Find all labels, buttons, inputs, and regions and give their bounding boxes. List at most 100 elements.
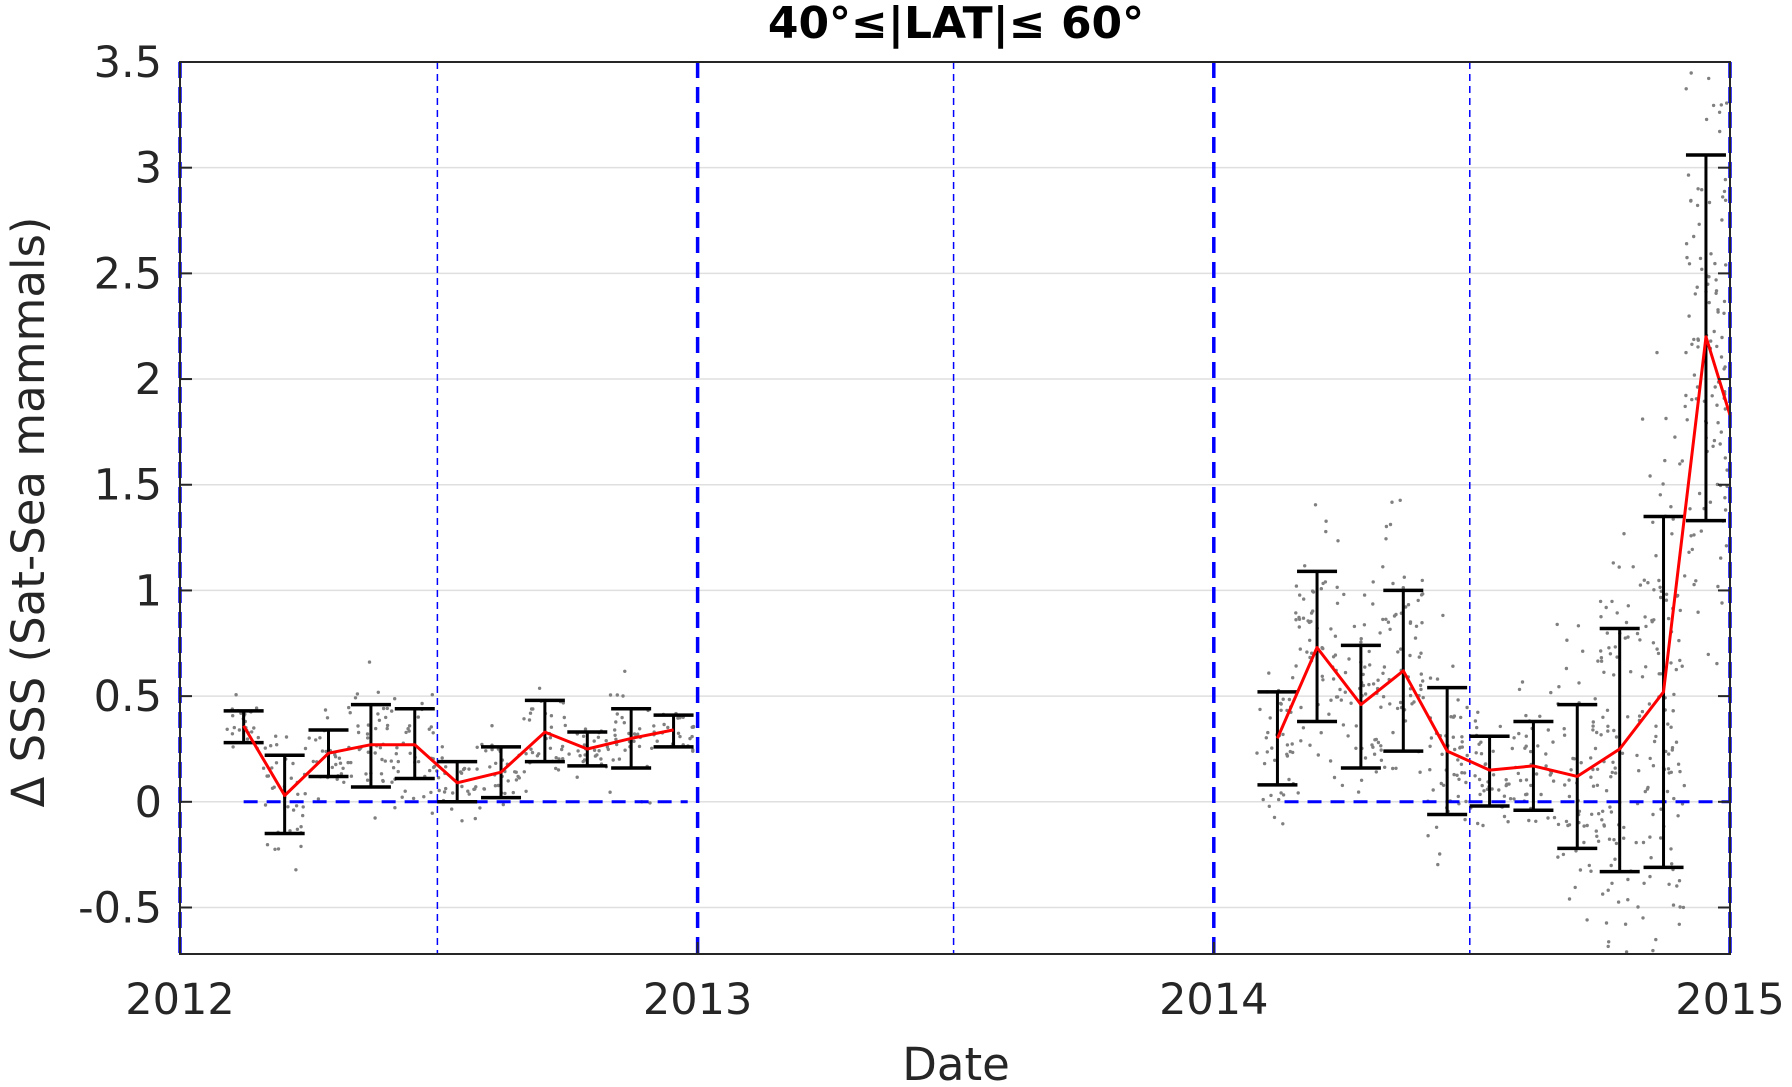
- plot-frame: [179, 61, 1731, 955]
- scatter-point: [385, 723, 390, 728]
- scatter-point: [1381, 695, 1386, 699]
- scatter-point: [1321, 678, 1325, 682]
- scatter-point: [1562, 727, 1566, 731]
- scatter-point: [1474, 751, 1478, 755]
- scatter-point: [1371, 602, 1375, 606]
- scatter-point: [1670, 748, 1675, 752]
- scatter-point: [356, 724, 360, 728]
- scatter-point: [252, 726, 256, 730]
- scatter-point: [396, 769, 400, 774]
- scatter-point: [1518, 778, 1523, 783]
- scatter-point: [1324, 519, 1328, 523]
- scatter-point: [1301, 616, 1306, 620]
- scatter-point: [1338, 687, 1342, 692]
- scatter-point: [1363, 665, 1367, 669]
- scatter-point: [1343, 690, 1348, 694]
- scatter-point: [1591, 728, 1595, 732]
- scatter-point: [1616, 900, 1621, 904]
- scatter-point: [1719, 556, 1723, 560]
- scatter-point: [488, 765, 492, 769]
- scatter-point: [1613, 771, 1618, 775]
- x-tick-label: 2015: [1675, 975, 1784, 1025]
- scatter-point: [1678, 769, 1682, 774]
- scatter-point: [475, 767, 479, 771]
- error-bars: [223, 153, 1726, 874]
- scatter-point: [1724, 544, 1729, 548]
- scatter-point: [1394, 766, 1398, 770]
- scatter-point: [1687, 550, 1691, 554]
- mean-line: [1276, 335, 1732, 778]
- scatter-point: [1579, 761, 1583, 765]
- scatter-point: [1644, 624, 1648, 629]
- scatter-point: [1712, 438, 1717, 443]
- scatter-point: [1420, 578, 1425, 583]
- scatter-point: [1719, 355, 1724, 359]
- scatter-point: [431, 731, 435, 735]
- scatter-point: [295, 827, 300, 831]
- scatter-point: [1659, 595, 1663, 600]
- scatter-point: [444, 765, 448, 769]
- scatter-point: [346, 760, 350, 765]
- scatter-point: [337, 756, 342, 760]
- scatter-point: [1635, 631, 1640, 636]
- scatter-point: [1692, 533, 1696, 537]
- axes: [179, 61, 1731, 955]
- scatter-point: [320, 749, 325, 753]
- scatter-point: [494, 761, 498, 765]
- scatter-point: [1434, 825, 1439, 829]
- scatter-point: [1544, 752, 1548, 756]
- scatter-point: [1551, 779, 1556, 783]
- scatter-point: [1482, 789, 1486, 793]
- scatter-point: [1564, 819, 1569, 824]
- scatter-point: [1374, 737, 1379, 742]
- scatter-point: [323, 708, 328, 712]
- scatter-point: [1715, 403, 1719, 407]
- scatter-point: [1659, 807, 1663, 811]
- scatter-point: [348, 711, 352, 715]
- scatter-point: [1718, 129, 1722, 134]
- scatter-point: [291, 808, 296, 812]
- scatter-point: [1536, 744, 1540, 748]
- scatter-point: [1359, 637, 1363, 641]
- scatter-point: [1419, 687, 1423, 692]
- scatter-point: [1309, 611, 1314, 615]
- scatter-point: [1644, 665, 1648, 669]
- scatter-point: [254, 706, 259, 710]
- scatter-point: [1408, 693, 1413, 698]
- scatter-point: [1695, 385, 1700, 389]
- scatter-point: [1379, 748, 1383, 752]
- scatter-point: [1601, 892, 1605, 896]
- scatter-point: [1678, 608, 1683, 613]
- scatter-point: [1476, 821, 1480, 826]
- scatter-point: [1666, 722, 1670, 726]
- scatter-point: [1538, 714, 1542, 718]
- scatter-point: [1273, 758, 1277, 762]
- scatter-point: [373, 751, 377, 755]
- scatter-point: [1297, 615, 1301, 620]
- scatter-point: [1613, 857, 1617, 861]
- scatter-point: [339, 772, 344, 776]
- scatter-point: [1455, 773, 1459, 777]
- scatter-point: [1406, 603, 1411, 607]
- scatter-point: [303, 746, 308, 751]
- scatter-point: [1298, 647, 1303, 651]
- scatter-point: [1655, 647, 1659, 651]
- scatter-point: [1714, 289, 1719, 293]
- scatter-point: [1707, 300, 1711, 305]
- scatter-point: [1610, 770, 1615, 775]
- scatter-point: [1684, 350, 1688, 355]
- chart-title: 40°≤|LAT|≤ 60°: [768, 0, 1144, 49]
- scatter-point: [1384, 524, 1389, 529]
- scatter-point: [1716, 308, 1720, 312]
- scatter-point: [1440, 752, 1444, 756]
- scatter-point: [1294, 618, 1298, 622]
- scatter-point: [1696, 187, 1700, 191]
- scatter-point: [1376, 740, 1381, 745]
- scatter-point: [554, 756, 558, 760]
- scatter-point: [1516, 771, 1521, 776]
- scatter-point: [1342, 592, 1346, 597]
- scatter-point: [1396, 650, 1400, 654]
- scatter-point: [1643, 615, 1647, 619]
- scatter-point: [501, 802, 505, 807]
- scatter-point: [1613, 766, 1617, 770]
